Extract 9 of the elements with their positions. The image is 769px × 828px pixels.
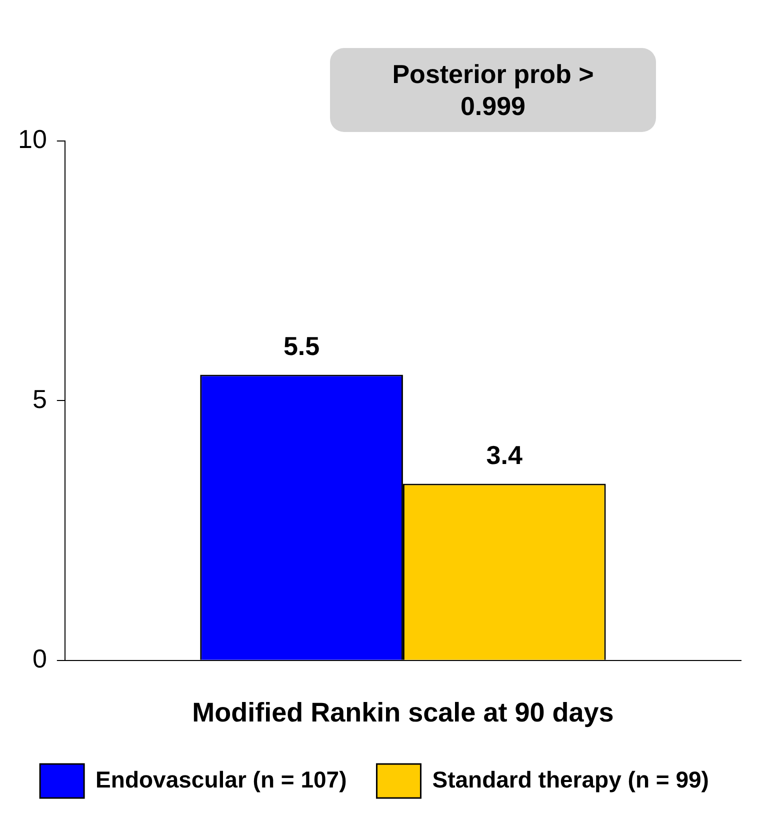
legend-label: Standard therapy (n = 99) — [432, 766, 709, 792]
y-tick-label: 10 — [18, 124, 47, 154]
x-axis-title: Modified Rankin scale at 90 days — [192, 697, 614, 728]
y-tick-label: 5 — [32, 384, 47, 414]
y-tick-label: 0 — [32, 644, 47, 674]
legend-label: Endovascular (n = 107) — [96, 766, 347, 792]
data-label: 3.4 — [486, 440, 523, 470]
data-label: 5.5 — [283, 330, 320, 361]
note-box: Posterior prob > 0.999 — [330, 48, 656, 132]
